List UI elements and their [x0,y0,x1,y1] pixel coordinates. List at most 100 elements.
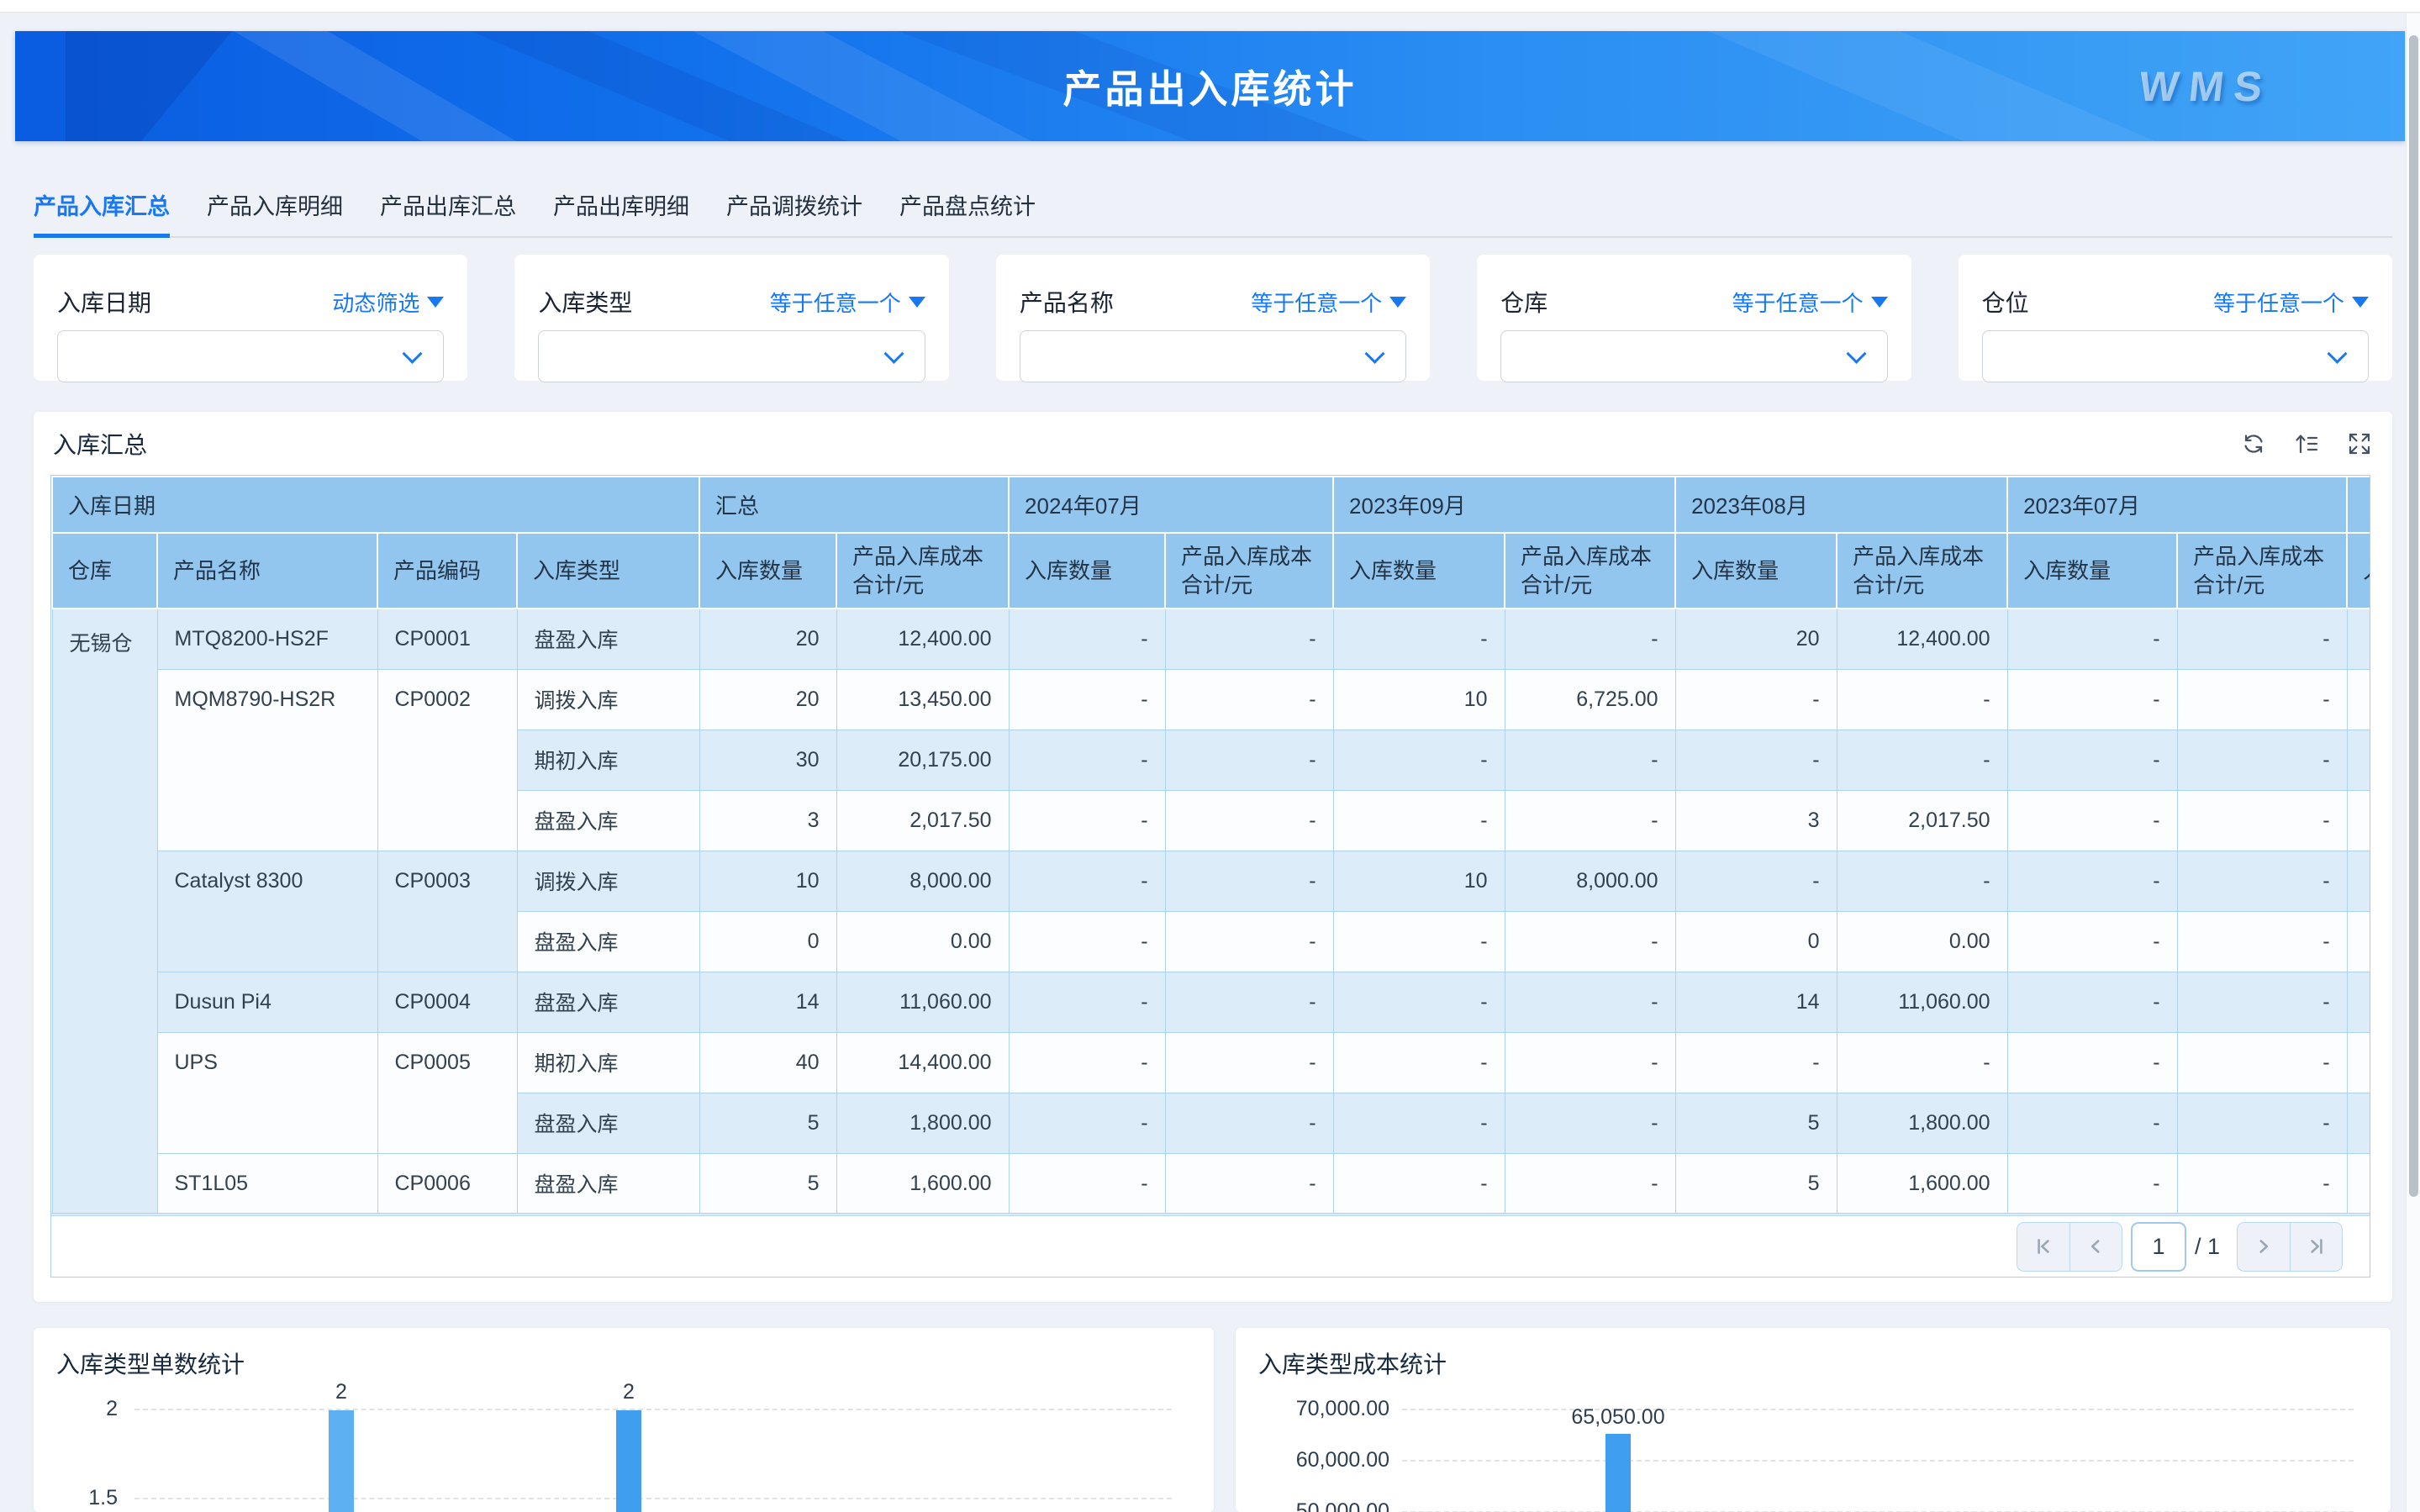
cost-cell: - [1164,789,1334,851]
bar-value-label: 2 [335,1380,347,1404]
qty-cell: - [1008,910,1166,972]
cost-cell: 13,450.00 [836,668,1010,730]
cost-cell: - [1164,1152,1334,1214]
inbound-type-cell: 盘盈入库 [516,1152,700,1214]
chevron-right-icon [2259,1240,2269,1253]
clipped-cell [2346,668,2370,730]
product-code-cell: CP0006 [377,1152,518,1214]
y-axis-label: 1.5 [88,1486,118,1509]
col-header-2: 产品名称 [156,532,378,609]
cost-cell: - [1164,850,1334,912]
panel-header: 入库汇总 [34,412,2392,475]
cost-cell: - [1504,1031,1676,1093]
qty-cell: - [1332,910,1505,972]
filter-card-header: 入库日期 动态筛选 [57,255,445,319]
qty-cell: - [1332,971,1505,1033]
inbound-type-cell: 盘盈入库 [516,910,700,972]
table-row: UPS CP0005 期初入库 40 14,400.00- - - - - - - - [52,1031,2370,1154]
fullscreen-icon[interactable] [2347,431,2372,456]
table-container: 入库日期 汇总 2024年07月 2023年09月 2023年08月 2023年07月 仓库… [50,475,2370,1278]
tab-4[interactable]: 产品出库明细 [553,194,689,219]
tab-6[interactable]: 产品盘点统计 [899,194,1036,219]
refresh-icon[interactable] [2241,431,2266,456]
tab-2[interactable]: 产品入库明细 [207,194,343,219]
bar-value-label: 65,050.00 [1571,1405,1665,1429]
chevron-down-icon [1364,343,1385,364]
sort-expand-icon[interactable] [2294,431,2319,456]
filter-select[interactable] [1019,330,1407,382]
filter-label: 仓位 [1981,290,2029,316]
col-header-qty: 入库数量 [1674,532,1838,609]
product-code-cell: CP0003 [377,850,518,972]
page-number-input[interactable]: 1 [2130,1221,2186,1272]
col-header-cost: 产品入库成本 合计/元 [836,532,1010,609]
browser-topbar [0,0,2420,13]
cost-cell: - [1504,608,1676,670]
y-axis-label: 2 [106,1397,118,1420]
last-page-button[interactable] [2290,1222,2342,1271]
tab-3[interactable]: 产品出库汇总 [380,194,516,219]
qty-cell: - [2006,850,2178,912]
qty-cell: - [2006,910,2178,972]
table-row: ST1L05 CP0006 盘盈入库 5 1,600.00- - - -5 1,600.00- - [52,1152,2370,1214]
filter-select[interactable] [538,330,925,382]
inbound-type-cell: 盘盈入库 [516,608,700,670]
cost-cell: 2,017.50 [836,789,1010,851]
filter-card-header: 产品名称 等于任意一个 [1019,255,1407,319]
pagination-next-group [2237,1221,2343,1272]
qty-cell: 30 [699,729,837,791]
filter-operator-link[interactable]: 动态筛选 [332,287,445,318]
chart-plot-area: 70,000.00 60,000.00 50,000.00 65,050.00 [1236,1328,2391,1512]
qty-cell: 14 [1674,971,1837,1033]
first-page-button[interactable] [2017,1223,2069,1271]
table-group-header-row: 入库日期 汇总 2024年07月 2023年09月 2023年08月 2023年07月 [51,476,2370,534]
filter-select[interactable] [1981,330,2370,382]
product-code-cell: CP0005 [377,1031,518,1154]
qty-cell: 3 [1674,789,1837,851]
filter-select[interactable] [1500,330,1888,382]
inbound-type-cell: 调拨入库 [516,850,700,912]
page-scrollbar[interactable] [2406,13,2420,1512]
filter-operator-link[interactable]: 等于任意一个 [2213,287,2370,318]
scrollbar-thumb[interactable] [2409,35,2418,1197]
qty-cell: 14 [699,971,837,1033]
filter-card-2: 入库类型 等于任意一个 [514,255,949,382]
tab-5[interactable]: 产品调拨统计 [726,194,862,219]
qty-cell: - [1332,1031,1505,1093]
cost-cell: - [1836,850,2008,912]
filter-operator-link[interactable]: 等于任意一个 [770,287,925,318]
clipped-cell [2346,729,2370,791]
cost-cell: - [1164,668,1334,730]
table-row: 盘盈入库 5 1,800.00- - - -5 1,800.00- - [52,1092,2370,1154]
qty-cell: - [2006,668,2178,730]
cost-cell: 1,800.00 [836,1092,1010,1154]
tab-1[interactable]: 产品入库汇总 [34,179,170,238]
cost-cell: - [1504,910,1676,972]
table-scroll-area[interactable]: 入库日期 汇总 2024年07月 2023年09月 2023年08月 2023年07月 仓库… [51,476,2370,1215]
col-header-clipped: 入库数量 [2346,532,2370,609]
col-header-cost: 产品入库成本 合计/元 [1836,532,2009,609]
qty-cell: - [1332,1152,1505,1214]
filter-label: 产品名称 [1019,290,1114,316]
wms-logo: WMS [2136,62,2275,110]
qty-cell: - [1008,850,1166,912]
qty-cell: - [1674,668,1837,730]
cost-cell: - [2176,1031,2348,1093]
cost-cell: 8,000.00 [1504,850,1676,912]
qty-cell: - [1332,608,1505,670]
qty-cell: 0 [1674,910,1837,972]
filter-operator-link[interactable]: 等于任意一个 [1732,287,1888,318]
qty-cell: 10 [1332,668,1505,730]
filter-card-4: 仓库 等于任意一个 [1477,255,1911,382]
cost-cell: 1,600.00 [1836,1152,2008,1214]
page-banner: 产品出入库统计 WMS [15,31,2405,141]
next-page-button[interactable] [2238,1223,2290,1271]
cost-cell: - [1164,910,1334,972]
filter-select[interactable] [57,330,445,382]
product-code-cell: CP0001 [377,608,518,670]
prev-page-button[interactable] [2069,1222,2122,1271]
clipped-cell [2346,1092,2370,1154]
y-axis-label: 50,000.00 [1295,1499,1389,1512]
qty-cell: - [2006,1031,2178,1093]
filter-operator-link[interactable]: 等于任意一个 [1251,287,1407,318]
